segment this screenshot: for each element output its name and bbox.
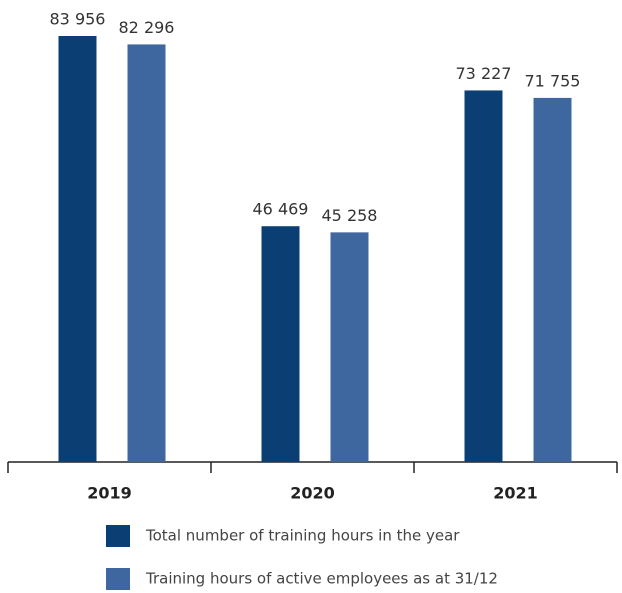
bar xyxy=(533,97,572,462)
x-tick-label: 2019 xyxy=(87,484,132,503)
legend-swatch xyxy=(106,568,130,590)
x-tick-label: 2021 xyxy=(493,484,538,503)
bar xyxy=(261,226,300,462)
data-label: 83 956 xyxy=(50,10,106,29)
bar xyxy=(58,36,97,462)
data-label: 82 296 xyxy=(119,18,175,37)
legend-swatch xyxy=(106,525,130,547)
bar xyxy=(330,232,369,462)
data-label: 71 755 xyxy=(525,71,581,90)
x-tick-label: 2020 xyxy=(290,484,335,503)
legend-label: Training hours of active employees as at… xyxy=(145,570,498,588)
data-label: 46 469 xyxy=(253,200,309,219)
bar xyxy=(464,90,503,462)
bar xyxy=(127,44,166,463)
data-label: 45 258 xyxy=(322,206,378,225)
data-label: 73 227 xyxy=(456,64,512,83)
legend-label: Total number of training hours in the ye… xyxy=(145,527,460,545)
